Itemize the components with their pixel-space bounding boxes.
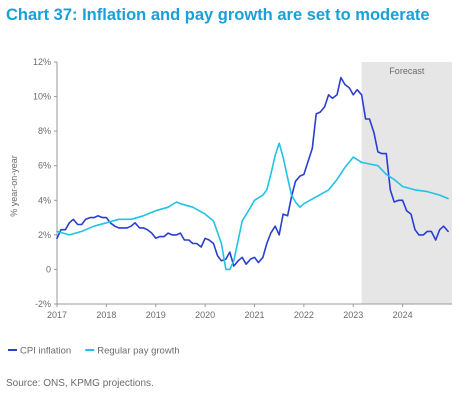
x-tick-label: 2020 bbox=[195, 310, 215, 320]
y-axis-label: % year-on-year bbox=[9, 155, 19, 217]
x-tick-label: 2018 bbox=[96, 310, 116, 320]
x-tick-label: 2023 bbox=[343, 310, 363, 320]
y-tick-label: 6% bbox=[38, 161, 51, 171]
source-note: Source: ONS, KPMG projections. bbox=[6, 378, 154, 389]
y-tick-label: 8% bbox=[38, 126, 51, 136]
x-tick-label: 2019 bbox=[146, 310, 166, 320]
y-tick-label: 2% bbox=[38, 230, 51, 240]
legend-label-cpi-inflation: CPI inflation bbox=[20, 346, 71, 357]
x-tick-label: 2021 bbox=[244, 310, 264, 320]
forecast-band bbox=[361, 62, 452, 304]
x-tick-label: 2022 bbox=[294, 310, 314, 320]
y-tick-label: 0 bbox=[46, 264, 51, 274]
x-tick-label: 2017 bbox=[47, 310, 67, 320]
y-tick-label: 10% bbox=[33, 92, 51, 102]
y-tick-label: 4% bbox=[38, 195, 51, 205]
series-line-regular-pay-growth bbox=[56, 142, 449, 271]
x-tick-label: 2024 bbox=[393, 310, 413, 320]
y-tick-label: 12% bbox=[33, 57, 51, 67]
chart-title: Chart 37: Inflation and pay growth are s… bbox=[6, 6, 430, 24]
legend-label-regular-pay-growth: Regular pay growth bbox=[97, 346, 179, 357]
series-line-cpi-inflation bbox=[56, 76, 449, 267]
forecast-label: Forecast bbox=[389, 66, 425, 76]
y-tick-label: -2% bbox=[35, 299, 51, 309]
